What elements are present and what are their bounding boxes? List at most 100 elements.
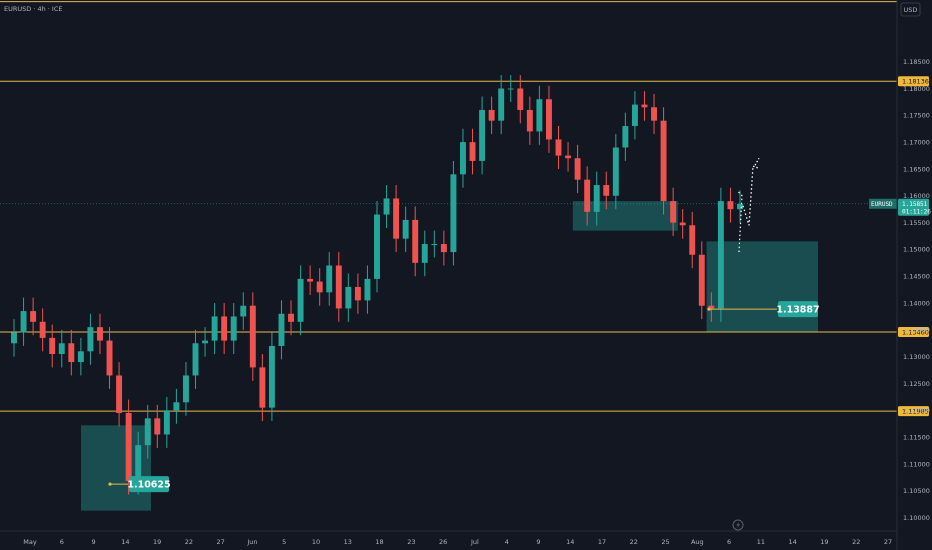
annotation-label: 1.13887 [776, 305, 819, 316]
candle-body [97, 327, 103, 341]
candle-body [173, 402, 180, 411]
time-tick-label: Aug [691, 538, 704, 546]
time-tick-label: 14 [566, 538, 574, 546]
candle-body [163, 410, 170, 435]
time-tick-label: 9 [536, 538, 540, 546]
price-tick-label: 1.12500 [903, 380, 930, 388]
countdown-label: 01:11:26 [902, 208, 931, 215]
price-tick-label: 1.13500 [903, 326, 930, 334]
candle-body [727, 201, 734, 210]
candle-body [603, 185, 610, 196]
price-tick-label: 1.10500 [903, 487, 930, 495]
time-tick-label: 6 [60, 538, 64, 546]
time-tick-label: 19 [153, 538, 161, 546]
candle-body [288, 313, 294, 322]
candle-body [555, 139, 562, 156]
candle-body [354, 286, 361, 301]
candle-body [374, 214, 380, 279]
candle-body [383, 198, 390, 215]
price-tick-label: 1.12000 [903, 407, 930, 415]
price-tick-label: 1.16500 [903, 165, 930, 173]
time-tick-label: 22 [185, 538, 193, 546]
candle-body [469, 142, 476, 161]
candle-body [106, 340, 113, 376]
candle-body [30, 311, 37, 322]
annotation-dot [108, 482, 112, 486]
time-tick-label: May [23, 538, 37, 546]
price-tick-label: 1.14500 [903, 273, 930, 281]
annotation-dot [707, 307, 711, 311]
time-tick-label: 27 [217, 538, 225, 546]
candle-body [460, 142, 466, 175]
level-price-tag [898, 76, 929, 87]
candle-body [154, 418, 161, 435]
candle-body [77, 351, 84, 363]
annotation-box [129, 476, 169, 493]
candle-body [20, 311, 27, 333]
time-tick-label: 5 [282, 538, 286, 546]
time-tick-label: 18 [375, 538, 383, 546]
annotation-label: 1.10625 [127, 479, 170, 490]
price-tick-label: 1.11000 [903, 460, 930, 468]
candle-body [87, 327, 94, 352]
annotation-box [778, 301, 818, 318]
projection-head [752, 157, 760, 169]
candle-body [202, 340, 209, 344]
candle-body [440, 244, 447, 253]
time-tick-label: 4 [505, 538, 509, 546]
candle-body [670, 201, 677, 223]
level-price-tag [898, 327, 929, 338]
time-tick-label: 22 [630, 538, 638, 546]
candle-body [297, 278, 304, 322]
price-tick-label: 1.16000 [903, 192, 930, 200]
candle-body [211, 316, 218, 341]
time-tick-label: 14 [789, 538, 797, 546]
projection-path [742, 166, 754, 226]
candle-body [364, 278, 371, 301]
candle-body [135, 445, 142, 482]
time-tick-label: 22 [852, 538, 860, 546]
time-tick-label: 26 [439, 538, 447, 546]
time-tick-label: Jun [246, 538, 257, 546]
candle-body [545, 99, 552, 140]
candle-body [421, 244, 428, 263]
time-tick-label: 11 [757, 538, 765, 546]
currency-label: USD [904, 6, 918, 14]
time-tick-label: Jul [470, 538, 479, 546]
time-tick-label: 19 [820, 538, 828, 546]
candle-body [259, 367, 266, 408]
candle-body [230, 316, 237, 341]
price-tick-label: 1.10000 [903, 514, 930, 522]
candle-body [192, 343, 199, 376]
symbol-title: EURUSD · 4h · ICE [4, 5, 62, 13]
time-axis[interactable]: May 6 9 14 19 22 27 Jun 5 10 13 18 23 26 Jul 4 9 14 17 22 25… [23, 538, 892, 546]
price-tick-label: 1.18000 [903, 85, 930, 93]
candle-body [335, 265, 342, 309]
current-price-label: 1.15851 [902, 201, 928, 208]
projection-path-2 [737, 191, 743, 253]
currency-button[interactable]: USD [900, 2, 921, 17]
price-tick-label: 1.15500 [903, 219, 930, 227]
candle-body [622, 126, 629, 148]
candle-body [536, 99, 543, 132]
level-price-label: 1.11985 [902, 407, 929, 415]
annotations: 1.10625 1.13887 [108, 301, 820, 493]
candle-body [479, 109, 486, 161]
time-tick-label: 6 [727, 538, 731, 546]
candle-body [574, 158, 581, 180]
candle-body [278, 313, 285, 346]
time-tick-label: 13 [344, 538, 352, 546]
time-tick-label: 14 [121, 538, 129, 546]
candle-body [39, 321, 46, 338]
price-tick-label: 1.17500 [903, 112, 930, 120]
lightning-icon[interactable] [732, 519, 744, 531]
candle-body [221, 316, 228, 341]
candle-body [58, 343, 65, 354]
price-tick-label: 1.17000 [903, 138, 930, 146]
candle-body [11, 332, 17, 344]
price-axis[interactable]: 1.10000 1.10500 1.11000 1.11500 1.12000 1.125… [903, 58, 930, 522]
time-tick-label: 9 [91, 538, 95, 546]
candle-body [689, 225, 696, 255]
